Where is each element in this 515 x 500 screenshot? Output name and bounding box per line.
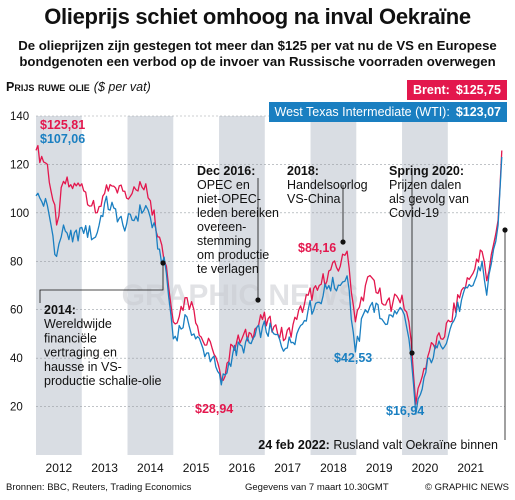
leader-spring2020-dot: [409, 350, 415, 356]
annotation-2014-line: productie schalie-olie: [44, 374, 161, 388]
annotation-2018-line: VS-China: [287, 192, 341, 206]
low-2020-label: $16,94: [386, 404, 424, 418]
annotation-dec2016-line: overeen-: [197, 220, 246, 234]
annotation-2014-head: 2014:: [44, 303, 76, 317]
x-tick-label: 2016: [229, 461, 256, 475]
legend-brent-label: Brent:: [413, 83, 450, 97]
y-tick-label: 140: [10, 111, 29, 123]
subtitle-line-1: De olieprijzen zijn gestegen tot meer da…: [18, 38, 497, 53]
low-2016-label: $28,94: [195, 402, 233, 416]
annotation-spring2020-line: Prijzen dalen: [389, 178, 461, 192]
leader-2018-dot: [340, 239, 346, 245]
annotation-dec2016-line: stemming: [197, 234, 251, 248]
footer-date: Gegevens van 7 maart 10.30GMT: [245, 482, 389, 493]
leader-dec2016-dot: [255, 297, 261, 303]
year-band-2020: [402, 116, 448, 455]
x-tick-label: 2017: [274, 461, 301, 475]
y-tick-label: 80: [10, 256, 23, 268]
x-tick-label: 2021: [457, 461, 484, 475]
annotation-2018-line: Handelsoorlog: [287, 178, 368, 192]
y-tick-label: 120: [10, 159, 29, 171]
x-tick-label: 2019: [366, 461, 393, 475]
legend-brent-value: $125,75: [455, 83, 501, 97]
x-tick-label: 2020: [412, 461, 439, 475]
annotation-2014-line: Wereldwijde: [44, 317, 112, 331]
chart-title-text: Prijs ruwe olie: [6, 80, 90, 94]
x-tick-label: 2012: [46, 461, 73, 475]
subtitle-line-2: bondgenoten een verbod op de invoer van …: [19, 54, 496, 69]
x-tick-label: 2018: [320, 461, 347, 475]
footer-copyright: © GRAPHIC NEWS: [424, 482, 509, 493]
annotation-2014-line: financiële: [44, 331, 97, 345]
annotation-feb2022: 24 feb 2022: Rusland valt Oekraïne binne…: [258, 438, 498, 452]
annotation-spring2020-head: Spring 2020:: [389, 164, 464, 178]
watermark: GRAPHIC NEWS: [122, 279, 359, 312]
annotation-dec2016-line: om productie: [197, 248, 269, 262]
y-tick-label: 60: [10, 305, 23, 317]
annotation-dec2016-line: te verlagen: [197, 262, 259, 276]
leader-2014: [39, 263, 164, 303]
page-title: Olieprijs schiet omhoog na inval Oekraïn…: [44, 4, 471, 29]
year-band-2016: [219, 116, 265, 455]
y-tick-label: 20: [10, 402, 23, 414]
leader-feb2022-dot: [502, 227, 508, 233]
page-subtitle: De olieprijzen zijn gestegen tot meer da…: [0, 38, 515, 70]
annotation-2014-line: hausse in VS-: [44, 360, 122, 374]
legend-wti-value: $123,07: [455, 105, 501, 119]
annotation-feb2022-text: Rusland valt Oekraïne binnen: [333, 438, 498, 452]
annotation-spring2020-line: als gevolg van: [389, 192, 469, 206]
y-tick-label: 40: [10, 353, 23, 365]
high-2018-label: $84,16: [298, 241, 336, 255]
annotations: $125,81$107,06 2014:Wereldwijdefinanciële…: [40, 118, 498, 452]
x-tick-label: 2015: [183, 461, 210, 475]
annotation-feb2022-head: 24 feb 2022:: [258, 438, 333, 452]
legend-brent: Brent: $125,75: [407, 80, 507, 100]
series-lines: [35, 144, 503, 415]
brent-line: [35, 144, 503, 405]
x-tick-label: 2014: [137, 461, 164, 475]
brent-2012-label: $125,81: [40, 118, 85, 132]
x-tick-label: 2013: [91, 461, 118, 475]
chart-title: Prijs ruwe olie ($ per vat): [6, 80, 151, 94]
wti-line: [35, 156, 503, 415]
annotation-dec2016-line: leden bereiken: [197, 206, 279, 220]
y-tick-label: 100: [10, 208, 29, 220]
annotation-spring2020-line: Covid-19: [389, 206, 439, 220]
y-axis-ticks: 20 40 60 80 100 120 140: [10, 111, 29, 414]
chart-unit: ($ per vat): [93, 80, 151, 94]
leader-2014-dot: [160, 260, 166, 266]
annotation-dec2016-line: niet-OPEC-: [197, 192, 261, 206]
annotation-leaders: [39, 175, 508, 440]
footer-sources: Bronnen: BBC, Reuters, Trading Economics: [6, 482, 192, 493]
legend-wti: West Texas Intermediate (WTI): $123,07: [268, 102, 507, 122]
year-band-2014: [127, 116, 174, 455]
low-2018-label: $42,53: [334, 351, 372, 365]
wti-2012-label: $107,06: [40, 132, 85, 146]
annotation-dec2016-head: Dec 2016:: [197, 164, 255, 178]
annotation-dec2016-line: OPEC en: [197, 178, 250, 192]
annotation-2018-head: 2018:: [287, 164, 319, 178]
legend-wti-label: West Texas Intermediate (WTI):: [274, 105, 450, 119]
annotation-2014-line: vertraging en: [44, 346, 117, 360]
x-axis-ticks: 2012 2013 2014 2015 2016 2017 2018 2019 2020 2021: [46, 461, 485, 475]
year-band-2012: [36, 116, 82, 455]
year-shading: [36, 116, 448, 455]
